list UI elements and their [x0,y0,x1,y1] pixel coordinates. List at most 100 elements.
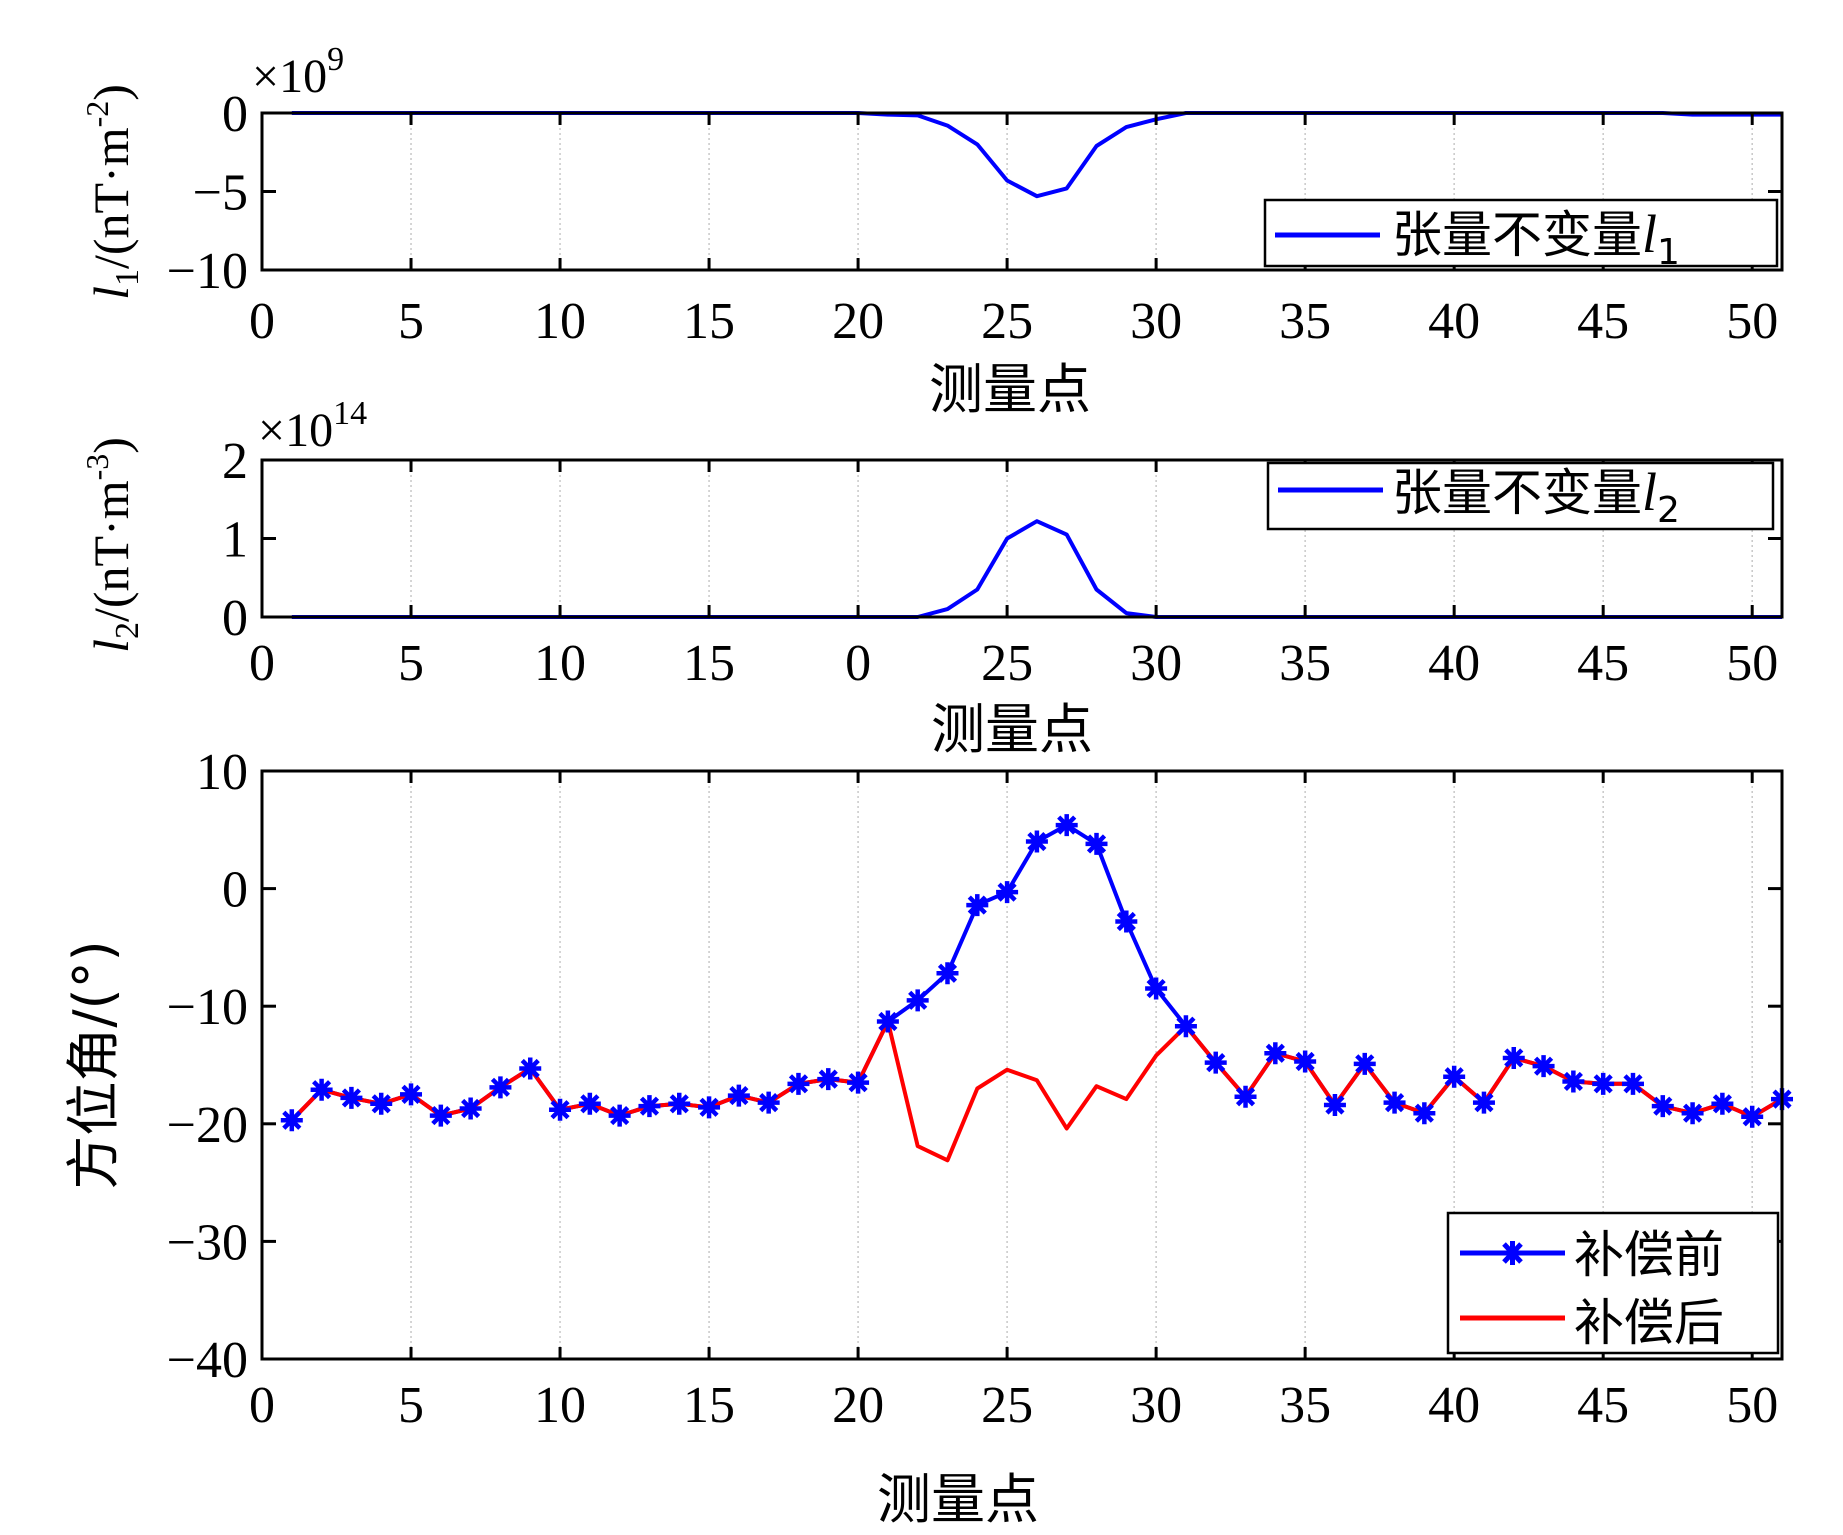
series-line-0 [291,111,1782,199]
p1-legend-label: 张量不变量l1 [1392,204,1680,273]
data-point-marker [549,1098,572,1121]
data-point-marker [1204,1051,1227,1074]
data-point-marker [370,1092,393,1115]
p3-axes-box [260,769,1784,1361]
data-point-marker [1294,1050,1317,1073]
y-tick-label: 1 [222,512,248,569]
x-tick-label: 50 [1726,1377,1778,1434]
data-point-marker [1174,1015,1197,1038]
data-point-marker [1443,1065,1466,1088]
x-tick-label: 30 [1130,293,1182,350]
x-tick-label: 25 [981,635,1033,692]
data-point-marker [578,1092,601,1115]
data-point-marker [698,1096,721,1119]
p1-y-ticks: 0 −5 −10 [167,86,1782,300]
p3-legend-label-after: 补偿后 [1574,1294,1724,1352]
p2-legend-box [1266,461,1775,531]
data-point-marker [936,962,959,985]
data-point-marker [489,1076,512,1099]
p2-lines [291,519,1782,619]
x-tick-label: 0 [249,1377,275,1434]
p1-legend: 张量不变量l1 [1263,198,1779,273]
x-tick-label: 35 [1279,635,1331,692]
x-tick-label: 0 [249,635,275,692]
y-tick-label: −30 [167,1214,248,1271]
data-point-marker [787,1072,810,1095]
x-tick-label: 35 [1279,1377,1331,1434]
data-point-marker [847,1071,870,1094]
panel-azimuth: 0 5 10 15 20 25 30 35 40 45 50 10 0 −10 −20 −30 −40 方位角… [62,744,1793,1531]
data-point-marker [1353,1052,1376,1075]
y-tick-label: −5 [193,165,248,222]
y-tick-label: 2 [222,433,248,490]
x-tick-label: 45 [1577,635,1629,692]
p3-x-label: 测量点 [877,1468,1039,1531]
data-point-marker [757,1091,780,1114]
y-tick-label: −20 [167,1097,248,1154]
p3-legend: 补偿前 补偿后 [1446,1211,1780,1355]
data-point-marker [906,989,929,1012]
panel-l1: 0 5 10 15 20 25 30 35 40 45 50 0 −5 −10 ×109 l1/(nT·… [79,41,1784,421]
data-point-marker [996,881,1019,904]
p2-y-ticks: 0 1 2 [222,433,1782,647]
x-tick-label: 10 [534,293,586,350]
p2-legend: 张量不变量l2 [1266,461,1775,531]
data-point-marker [280,1109,303,1132]
data-point-marker [519,1057,542,1080]
data-point-marker [1592,1072,1615,1095]
x-tick-label: 15 [683,1377,735,1434]
data-point-marker [1383,1091,1406,1114]
x-tick-label: 15 [683,635,735,692]
data-point-marker [1145,977,1168,1000]
x-tick-label: 20 [832,1377,884,1434]
x-tick-label: 30 [1130,1377,1182,1434]
y-tick-label: 0 [222,862,248,919]
panel-l2: 0 5 10 15 0 25 30 35 40 45 50 0 1 2 ×1014 l2/(nT·m-3… [79,395,1784,761]
data-point-marker [340,1086,363,1109]
data-point-marker [1532,1055,1555,1078]
data-point-marker [1025,830,1048,853]
x-tick-label: 40 [1428,293,1480,350]
p3-legend-box [1446,1211,1780,1355]
data-point-marker [876,1010,899,1033]
x-tick-label: 45 [1577,1377,1629,1434]
data-point-marker [608,1104,631,1127]
data-point-marker [1055,814,1078,837]
p1-multiplier: ×109 [252,41,344,103]
p1-x-ticks: 0 5 10 15 20 25 30 35 40 45 50 [249,113,1778,350]
x-tick-label: 50 [1726,635,1778,692]
x-tick-label: 35 [1279,293,1331,350]
x-tick-label: 10 [534,1377,586,1434]
series-line-0 [291,519,1782,619]
p2-legend-label: 张量不变量l2 [1392,462,1680,531]
data-point-marker [966,894,989,917]
x-tick-label: 10 [534,635,586,692]
data-point-marker [310,1078,333,1101]
x-tick-label: 25 [981,1377,1033,1434]
data-point-marker [1413,1102,1436,1125]
p2-multiplier: ×1014 [258,395,367,457]
data-point-marker [1651,1095,1674,1118]
p3-x-ticks: 0 5 10 15 20 25 30 35 40 45 50 [249,771,1778,1434]
data-point-marker [727,1084,750,1107]
x-tick-label: 25 [981,293,1033,350]
data-point-marker [817,1068,840,1091]
y-tick-label: 10 [196,744,248,801]
data-point-marker [1115,910,1138,933]
data-point-marker [400,1083,423,1106]
x-tick-label: 20 [832,293,884,350]
data-point-marker [1472,1091,1495,1114]
data-point-marker [1502,1046,1525,1069]
x-tick-label: 5 [398,1377,424,1434]
data-point-marker [1681,1102,1704,1125]
p2-y-label: l2/(nT·m-3) [79,437,146,653]
data-point-marker [668,1092,691,1115]
y-tick-label: 0 [222,86,248,143]
x-tick-label: 40 [1428,1377,1480,1434]
x-tick-label: 45 [1577,293,1629,350]
data-point-marker [1621,1072,1644,1095]
x-tick-label: 30 [1130,635,1182,692]
y-tick-label: −10 [167,979,248,1036]
p3-legend-marker-before [1500,1241,1525,1265]
